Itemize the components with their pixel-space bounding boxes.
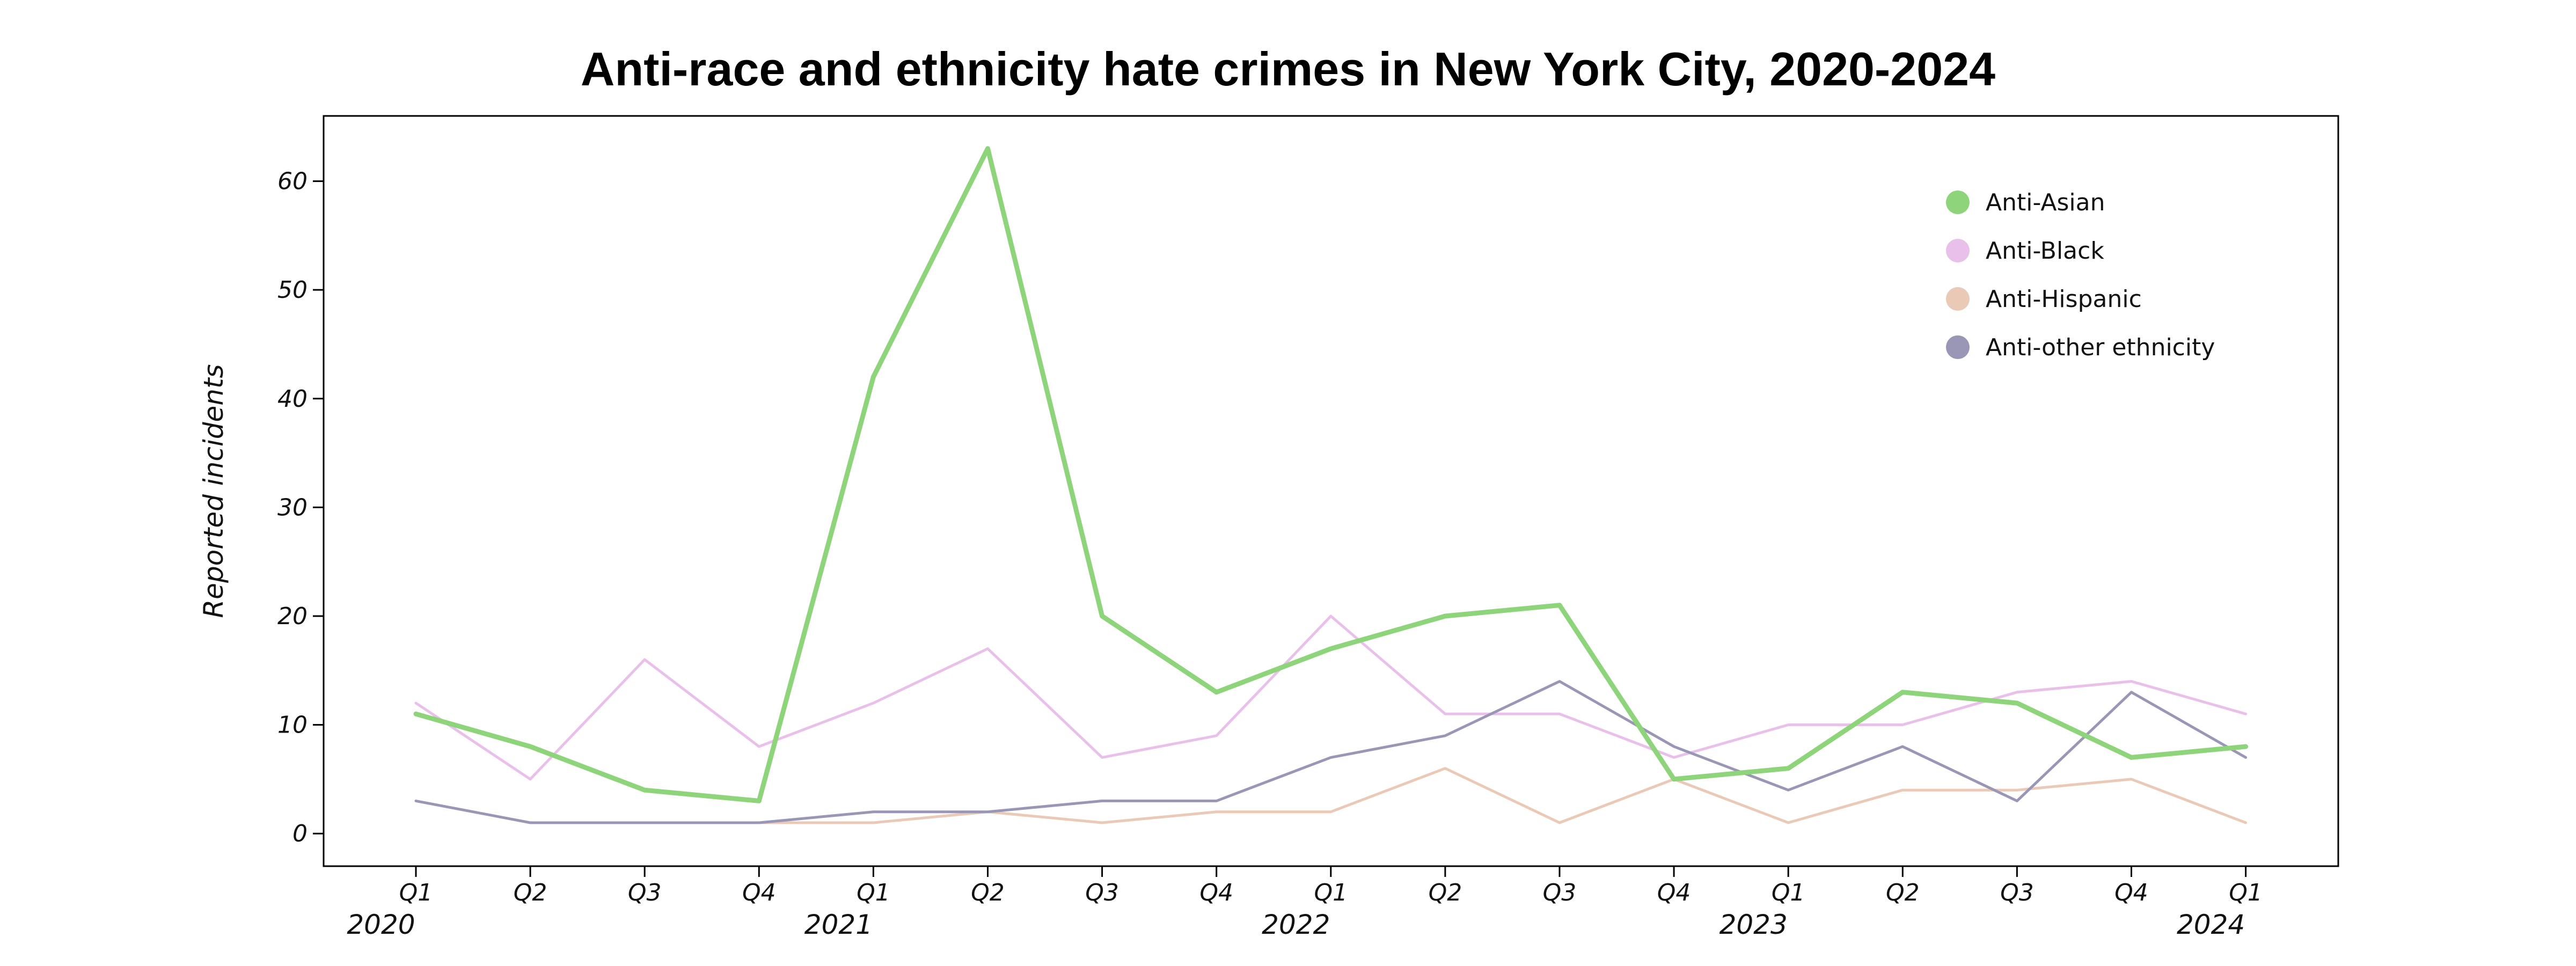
x-tick-label: Q4 — [2114, 879, 2148, 906]
legend-label: Anti-Asian — [1986, 189, 2105, 216]
y-tick-label: 30 — [277, 494, 308, 521]
series-lines — [413, 146, 2249, 824]
series-line-anti-other-ethnicity — [414, 680, 2248, 824]
legend-label: Anti-Hispanic — [1986, 286, 2142, 313]
chart-title: Anti-race and ethnicity hate crimes in N… — [580, 42, 1996, 96]
x-axis: Q1 Q2 Q3 Q4 Q1 Q2 Q3 Q4 Q1 Q2 Q3 Q4 Q1 Q2 Q3 Q4 Q1 2020 20… — [347, 866, 2263, 940]
legend-marker — [1946, 335, 1970, 359]
x-tick-label: Q4 — [1657, 879, 1691, 906]
x-tick-label: Q3 — [628, 879, 662, 906]
x-tick-label: Q2 — [1429, 879, 1462, 906]
y-tick-label: 50 — [277, 276, 308, 304]
x-tick-label: Q2 — [971, 879, 1005, 906]
x-tick-label: Q3 — [2000, 879, 2034, 906]
x-tick-label: Q3 — [1085, 879, 1119, 906]
y-tick-label: 0 — [292, 820, 308, 847]
x-tick-label: Q1 — [399, 879, 433, 906]
year-label: 2022 — [1262, 909, 1330, 940]
year-label: 2020 — [347, 909, 415, 940]
plot-frame — [323, 115, 2339, 867]
x-tick-label: Q2 — [1886, 879, 1920, 906]
y-tick-label: 40 — [277, 385, 308, 413]
year-label: 2024 — [2177, 909, 2245, 940]
series-line-anti-hispanic — [757, 767, 2248, 824]
y-tick-label: 10 — [277, 712, 308, 739]
year-label: 2021 — [804, 909, 873, 940]
legend-marker — [1946, 287, 1970, 311]
series-line-anti-asian — [413, 146, 2249, 803]
y-tick-label: 60 — [277, 168, 308, 195]
y-tick-label: 20 — [277, 603, 308, 630]
legend-label: Anti-other ethnicity — [1986, 334, 2215, 361]
y-axis-title: Reported incidents — [198, 364, 229, 618]
legend: Anti-Asian Anti-Black Anti-Hispanic Anti-ot… — [1946, 189, 2215, 361]
x-tick-label: Q1 — [2229, 879, 2263, 906]
x-tick-label: Q3 — [1543, 879, 1577, 906]
year-label: 2023 — [1719, 909, 1788, 940]
legend-marker — [1946, 239, 1970, 262]
legend-marker — [1946, 191, 1970, 214]
series-line-anti-black — [414, 614, 2248, 781]
legend-label: Anti-Black — [1986, 237, 2104, 265]
x-tick-label: Q4 — [1199, 879, 1233, 906]
x-tick-label: Q4 — [742, 879, 776, 906]
x-tick-label: Q1 — [1314, 879, 1348, 906]
x-tick-label: Q2 — [514, 879, 547, 906]
x-tick-label: Q1 — [857, 879, 890, 906]
x-tick-label: Q1 — [1772, 879, 1805, 906]
y-axis: 0 10 20 30 40 50 60 — [277, 168, 324, 847]
